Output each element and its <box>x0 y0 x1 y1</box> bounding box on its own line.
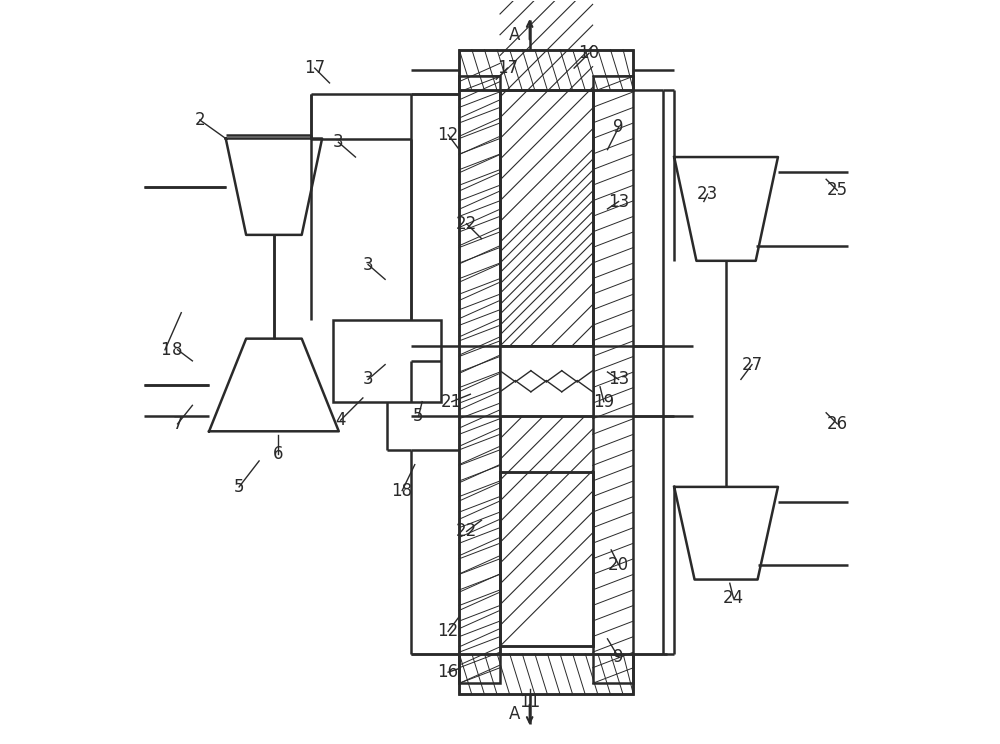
Text: 27: 27 <box>741 356 763 373</box>
Text: 3: 3 <box>333 133 344 151</box>
Text: 17: 17 <box>304 59 325 77</box>
Bar <box>459 654 633 694</box>
Polygon shape <box>226 138 322 235</box>
Text: 10: 10 <box>578 45 600 62</box>
Polygon shape <box>674 157 778 261</box>
Text: 9: 9 <box>613 648 624 667</box>
Bar <box>459 50 633 90</box>
Text: 13: 13 <box>608 371 629 388</box>
Text: 4: 4 <box>335 411 346 429</box>
Polygon shape <box>209 339 339 432</box>
Text: 18: 18 <box>392 481 413 499</box>
Text: 20: 20 <box>608 556 629 574</box>
Bar <box>593 75 633 683</box>
Text: 17: 17 <box>497 59 518 77</box>
Text: 3: 3 <box>363 371 373 388</box>
Bar <box>500 472 593 647</box>
Bar <box>459 654 633 694</box>
Bar <box>333 320 441 402</box>
Text: 3: 3 <box>363 255 373 274</box>
Text: 11: 11 <box>519 693 540 711</box>
Text: 13: 13 <box>608 193 629 211</box>
Bar <box>500 90 593 346</box>
Text: A: A <box>509 26 521 44</box>
Text: 22: 22 <box>456 215 477 233</box>
Text: 21: 21 <box>441 393 462 411</box>
Text: 8: 8 <box>172 341 183 359</box>
Text: A: A <box>509 705 521 723</box>
Bar <box>459 75 500 683</box>
Text: 5: 5 <box>413 408 424 426</box>
Text: 7: 7 <box>172 415 183 433</box>
Text: 9: 9 <box>613 118 624 136</box>
Polygon shape <box>674 487 778 580</box>
Bar <box>459 50 633 90</box>
Text: 22: 22 <box>456 522 477 540</box>
Text: 26: 26 <box>827 415 848 433</box>
Text: 24: 24 <box>723 589 744 607</box>
Bar <box>500 90 593 346</box>
Text: 16: 16 <box>438 663 459 682</box>
Text: 19: 19 <box>593 393 614 411</box>
Text: 12: 12 <box>437 623 459 641</box>
Text: 23: 23 <box>697 185 718 203</box>
Bar <box>459 75 500 683</box>
Bar <box>500 346 593 417</box>
Text: 12: 12 <box>437 126 459 144</box>
Bar <box>500 472 593 647</box>
Text: 5: 5 <box>234 478 244 496</box>
Text: 25: 25 <box>827 182 848 199</box>
Text: 1: 1 <box>160 341 170 359</box>
Text: 2: 2 <box>194 111 205 129</box>
Text: 6: 6 <box>272 444 283 463</box>
